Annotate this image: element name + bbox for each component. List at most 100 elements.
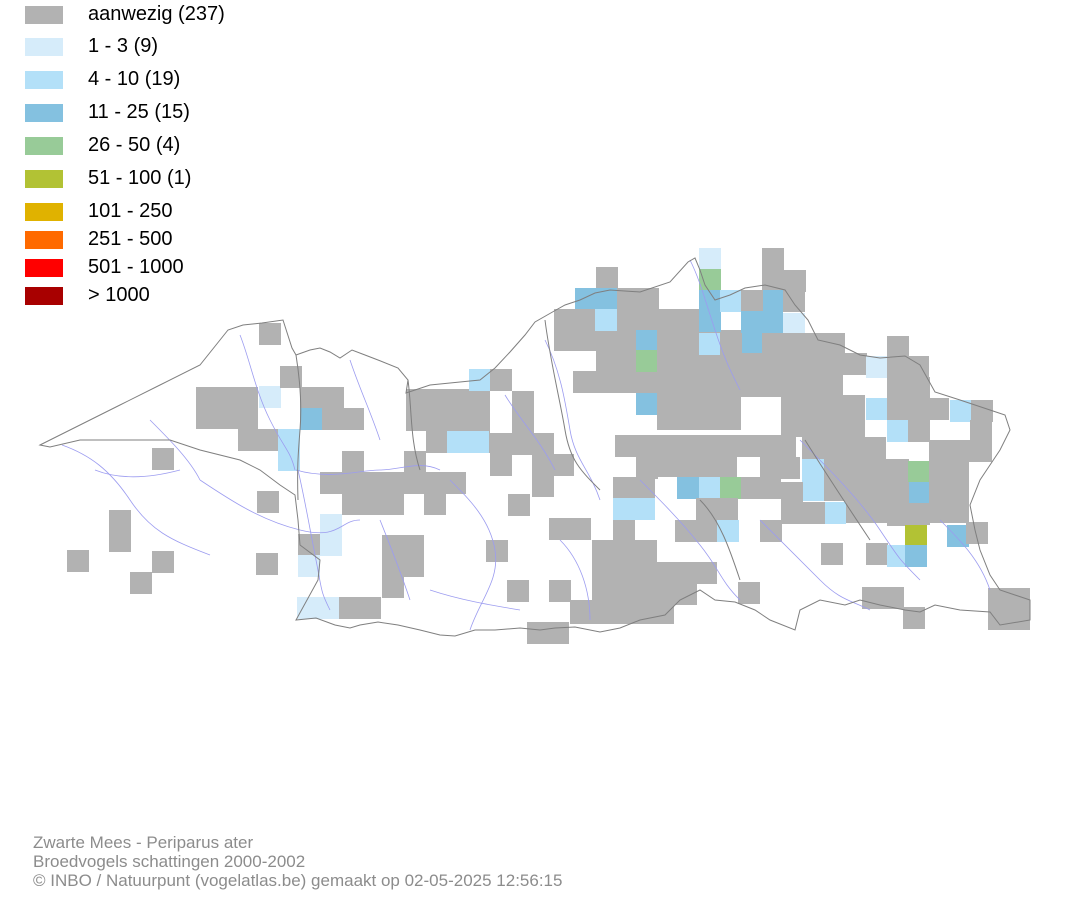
legend-swatch <box>25 170 63 188</box>
grid-cell <box>741 333 763 355</box>
grid-cell <box>908 503 930 525</box>
grid-cell <box>781 395 865 437</box>
legend-label: 26 - 50 (4) <box>88 134 181 156</box>
grid-cell <box>490 433 554 455</box>
grid-cell <box>617 288 659 310</box>
grid-cell <box>280 366 302 388</box>
legend-item-present: aanwezig (237) <box>25 2 285 25</box>
grid-cell <box>490 454 512 476</box>
legend-swatch <box>25 137 63 155</box>
grid-cell <box>613 498 655 520</box>
grid-cell <box>447 431 489 453</box>
rivers <box>61 259 991 631</box>
legend-item-11-25: 11 - 25 (15) <box>25 100 285 123</box>
grid-cell <box>300 387 344 409</box>
legend-item-101-250: 101 - 250 <box>25 199 285 222</box>
legend-label: 1 - 3 (9) <box>88 35 159 57</box>
grid-cell <box>320 472 466 494</box>
grid-cell <box>404 451 426 473</box>
grid-cell <box>532 454 574 476</box>
grid-cell <box>152 551 174 573</box>
grid-cell <box>320 514 342 556</box>
grid-cell <box>549 518 591 540</box>
grid-cell <box>636 350 658 372</box>
grid-cell <box>736 435 796 457</box>
grid-cell <box>741 353 865 375</box>
grid-cell <box>677 477 699 499</box>
grid-cell <box>342 451 364 473</box>
grid-cell <box>486 540 508 562</box>
grid-cell <box>278 429 300 471</box>
copyright-notice: © INBO / Natuurpunt (vogelatlas.be) gema… <box>33 871 563 890</box>
grid-cell <box>741 477 781 499</box>
grid-cell <box>152 448 174 470</box>
grid-cell <box>613 477 655 499</box>
grid-cell <box>741 375 843 397</box>
grid-cell <box>257 491 279 513</box>
grid-cell <box>866 543 888 565</box>
legend-item-251-500: 251 - 500 <box>25 227 285 250</box>
grid-cell <box>966 522 988 544</box>
grid-cell <box>636 457 658 479</box>
grid-cell <box>887 420 909 442</box>
grid-cell <box>259 323 281 345</box>
grid-cell <box>908 377 930 399</box>
grid-cell <box>615 435 657 457</box>
grid-cell <box>887 336 909 358</box>
legend-item-26-50: 26 - 50 (4) <box>25 133 285 156</box>
grid-cell <box>596 267 618 289</box>
grid-cell <box>508 494 530 516</box>
grid-cell <box>802 437 886 459</box>
grid-cell <box>845 353 867 375</box>
grid-cell <box>908 420 930 442</box>
grid-cell <box>677 457 699 479</box>
legend-label: 11 - 25 (15) <box>88 101 190 123</box>
grid-cell <box>297 597 339 619</box>
grid-cell <box>699 477 721 499</box>
grid-cell <box>322 408 364 430</box>
grid-cell <box>570 620 674 624</box>
grid-cell <box>636 393 658 415</box>
grid-cell <box>573 371 657 393</box>
grid-cell <box>298 555 320 577</box>
grid-cell <box>887 398 949 420</box>
grid-cell <box>635 540 657 562</box>
grid-cell <box>109 510 131 552</box>
legend-label: aanwezig (237) <box>88 3 225 25</box>
grid-cell <box>636 330 658 352</box>
grid-cell <box>595 309 617 331</box>
grid-cell <box>699 248 721 270</box>
grid-cell <box>339 597 381 619</box>
grid-cell <box>549 580 571 602</box>
legend-label: 101 - 250 <box>88 200 173 222</box>
legend-swatch <box>25 71 63 89</box>
grid-cell <box>783 313 805 335</box>
legend-label: 4 - 10 (19) <box>88 68 181 90</box>
legend-swatch <box>25 287 63 305</box>
grid-cell <box>259 386 281 408</box>
grid-cell <box>887 482 909 526</box>
grid-cell <box>741 311 783 333</box>
grid-cell <box>238 429 280 451</box>
grid-cell <box>720 477 742 499</box>
grid-cell <box>762 248 784 270</box>
grid-cell <box>657 309 699 331</box>
grid-cell <box>950 400 972 422</box>
grid-cell <box>575 288 617 310</box>
grid-cell <box>887 459 909 481</box>
grid-cell <box>655 562 717 584</box>
legend-item-501-1000: 501 - 1000 <box>25 255 285 278</box>
grid-cell <box>570 600 674 622</box>
grid-cell <box>821 543 843 565</box>
grid-cell <box>532 475 554 497</box>
legend-label: 501 - 1000 <box>88 256 184 278</box>
legend-item-51-100: 51 - 100 (1) <box>25 166 285 189</box>
grid-cell <box>696 498 738 520</box>
grid-cells <box>67 248 1030 644</box>
grid-cell <box>971 400 993 422</box>
grid-cell <box>613 520 635 542</box>
grid-cell <box>866 356 888 378</box>
grid-cell <box>512 391 534 433</box>
grid-cell <box>929 461 969 523</box>
grid-cell <box>908 461 930 483</box>
